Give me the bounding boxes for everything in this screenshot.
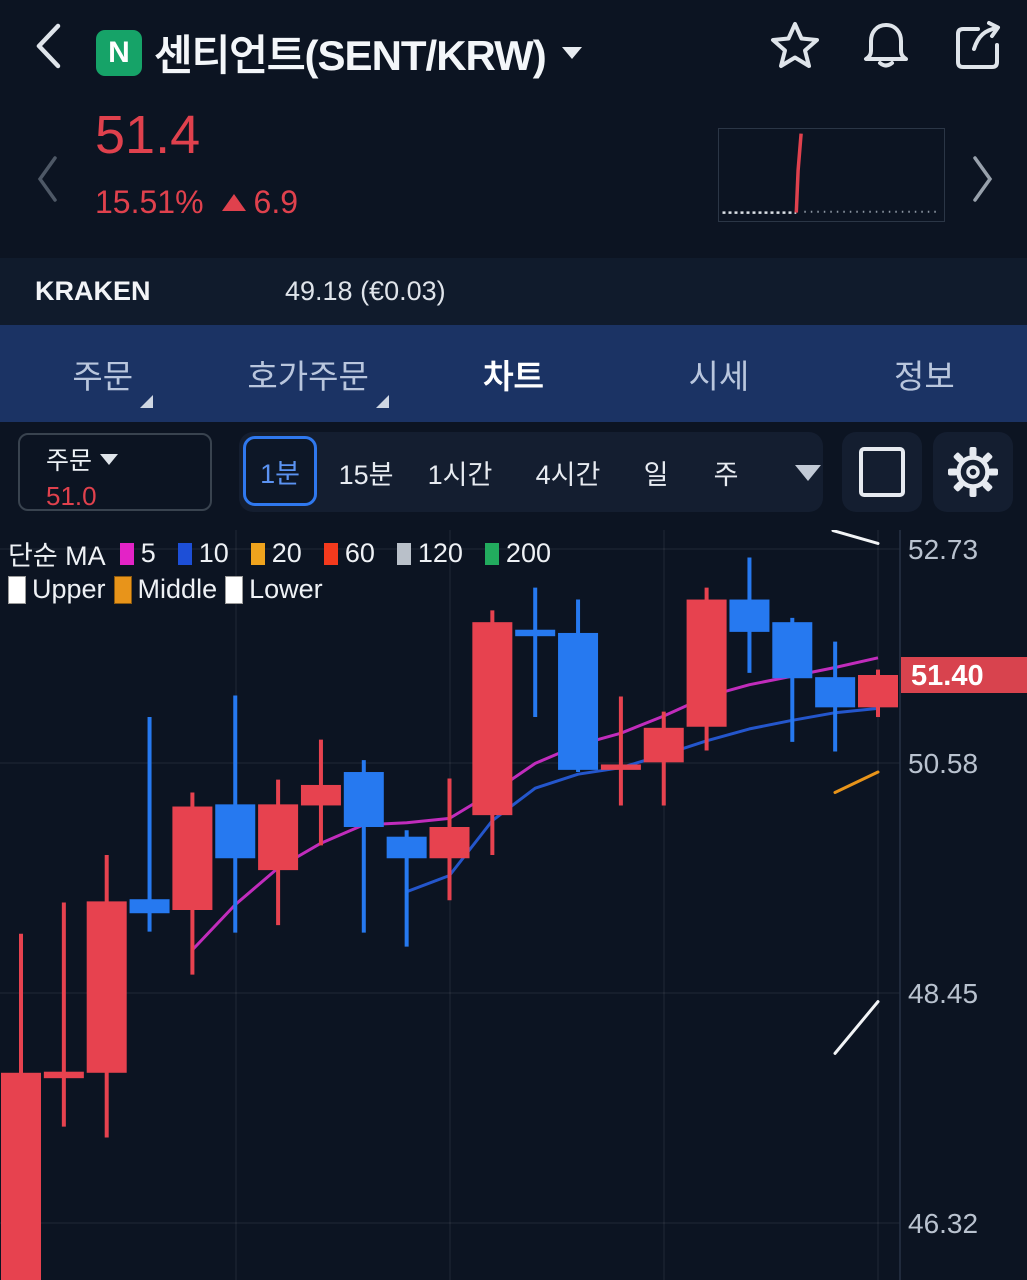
header: N 센티언트(SENT/KRW) <box>0 0 1027 96</box>
svg-text:51.40: 51.40 <box>911 660 984 692</box>
svg-text:52.73: 52.73 <box>908 534 978 565</box>
gear-icon <box>948 447 998 497</box>
up-triangle-icon <box>221 194 246 211</box>
middle-band-swatch <box>113 575 132 604</box>
timeframe-1hour[interactable]: 1시간 <box>427 459 493 490</box>
change-absolute: 6.9 <box>253 184 299 220</box>
timeframe-4hour[interactable]: 4시간 <box>535 459 601 490</box>
tab-market-price[interactable]: 시세 <box>688 357 750 395</box>
chart-canvas[interactable]: 52.73 50.58 48.45 46.32 51.40 <box>0 529 1027 1280</box>
chevron-down-icon <box>561 46 582 59</box>
page-title: 센티언트(SENT/KRW) <box>154 32 547 79</box>
candle-style-icon <box>859 447 905 497</box>
ma10-swatch <box>177 542 192 565</box>
ma20-swatch <box>250 542 265 565</box>
new-badge: N <box>96 29 142 76</box>
corner-triangle-icon <box>375 394 389 408</box>
ma120-swatch <box>396 542 411 565</box>
timeframe-1min-selected[interactable]: 1분 <box>243 436 317 506</box>
exchange-reference-row: KRAKEN 49.18 (€0.03) <box>0 258 1027 325</box>
change-percent: 15.51% <box>95 184 204 220</box>
tab-info[interactable]: 정보 <box>893 357 955 395</box>
ma5-swatch <box>119 542 134 565</box>
svg-text:48.45: 48.45 <box>908 978 978 1009</box>
chart-settings-button[interactable] <box>933 432 1013 512</box>
mini-sparkline <box>718 128 945 222</box>
next-pair-icon[interactable] <box>966 152 998 206</box>
tab-chart[interactable]: 차트 <box>483 357 544 395</box>
exchange-price: 49.18 (€0.03) <box>285 276 446 306</box>
ma-legend: 단순 MA 5 10 20 60 120 200 <box>8 538 551 571</box>
order-label: 주문 <box>46 447 93 475</box>
exchange-name: KRAKEN <box>35 276 151 306</box>
chevron-down-icon <box>100 453 119 465</box>
ma60-swatch <box>323 542 338 565</box>
timeframe-more-icon[interactable] <box>795 465 821 481</box>
ma200-swatch <box>484 542 499 565</box>
chart-style-button[interactable] <box>842 432 922 512</box>
order-price-value: 51.0 <box>46 481 97 511</box>
bollinger-legend: Upper Middle Lower <box>8 574 331 605</box>
share-icon[interactable] <box>948 18 1006 76</box>
svg-text:46.32: 46.32 <box>908 1208 978 1239</box>
notification-bell-icon[interactable] <box>858 18 914 76</box>
symbol-selector[interactable]: N 센티언트(SENT/KRW) <box>96 22 582 83</box>
svg-text:50.58: 50.58 <box>908 748 978 779</box>
timeframe-week[interactable]: 주 <box>713 459 739 490</box>
tab-orderbook-order[interactable]: 호가주문 <box>205 325 410 422</box>
corner-triangle-icon <box>140 394 154 408</box>
price-change-row: 15.51% 6.9 <box>95 184 298 221</box>
candlestick-chart[interactable]: 52.73 50.58 48.45 46.32 51.40 단순 MA 5 10 20 … <box>0 529 1027 1280</box>
tab-order[interactable]: 주문 <box>0 325 205 422</box>
tab-bar: 주문 호가주문 차트 시세 정보 <box>0 325 1027 422</box>
back-icon[interactable] <box>30 18 70 74</box>
prev-pair-icon[interactable] <box>32 152 64 206</box>
favorite-star-icon[interactable] <box>768 18 822 74</box>
order-price-selector[interactable]: 주문 51.0 <box>18 433 212 511</box>
current-price: 51.4 <box>95 105 201 165</box>
lower-band-swatch <box>225 575 244 604</box>
timeframe-15min[interactable]: 15분 <box>338 459 394 490</box>
timeframe-day[interactable]: 일 <box>643 459 669 490</box>
upper-band-swatch <box>8 575 26 604</box>
timeframe-strip: 1분 15분 1시간 4시간 일 주 <box>239 432 823 512</box>
